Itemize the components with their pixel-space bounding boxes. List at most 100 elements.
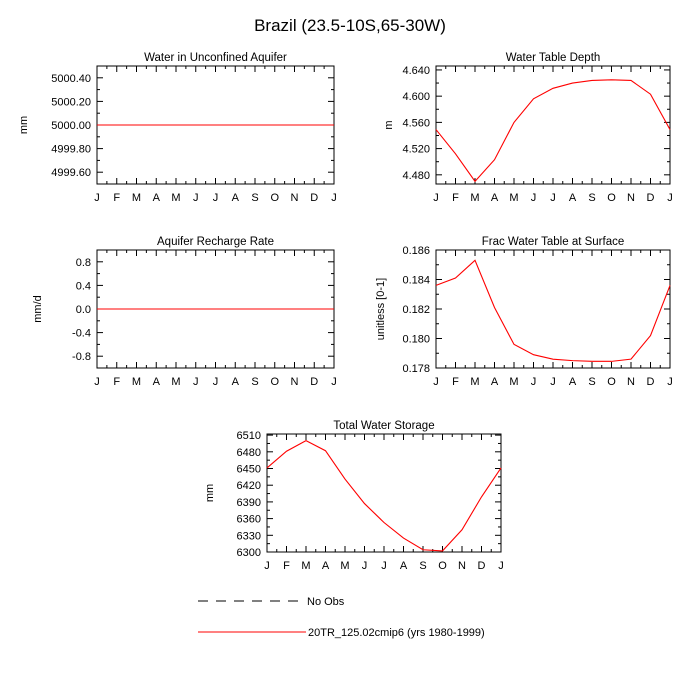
y-tick-label: 0.0 xyxy=(76,304,91,316)
y-tick-label: 0.178 xyxy=(402,363,430,375)
y-tick-label: 0.4 xyxy=(76,280,91,292)
figure-title: Brazil (23.5-10S,65-30W) xyxy=(254,16,446,35)
x-tick-label: D xyxy=(478,560,486,572)
y-tick-label: 6330 xyxy=(237,530,261,542)
x-tick-label: J xyxy=(550,192,556,204)
x-tick-label: A xyxy=(491,376,499,388)
x-tick-label: O xyxy=(270,376,279,388)
y-tick-label: 5000.00 xyxy=(51,120,91,132)
x-tick-label: O xyxy=(607,192,616,204)
series-line xyxy=(266,440,502,552)
x-tick-label: D xyxy=(647,192,655,204)
x-tick-label: M xyxy=(132,192,141,204)
x-tick-label: J xyxy=(531,192,537,204)
y-axis-label: mm xyxy=(204,484,216,502)
y-tick-label: 4.520 xyxy=(402,144,430,156)
x-tick-label: M xyxy=(171,376,180,388)
x-tick-label: A xyxy=(569,376,577,388)
x-tick-label: M xyxy=(171,192,180,204)
y-tick-label: 6480 xyxy=(237,447,261,459)
x-tick-label: J xyxy=(667,376,673,388)
x-tick-label: M xyxy=(132,376,141,388)
y-tick-label: 6390 xyxy=(237,497,261,509)
y-tick-label: 0.186 xyxy=(402,245,430,257)
y-tick-label: 4.640 xyxy=(402,65,430,77)
x-tick-label: J xyxy=(362,560,368,572)
plot-frame xyxy=(266,433,502,553)
x-tick-label: D xyxy=(310,376,318,388)
y-tick-label: 6300 xyxy=(237,547,261,559)
x-tick-label: S xyxy=(251,376,258,388)
x-tick-label: N xyxy=(627,376,635,388)
panel-title: Total Water Storage xyxy=(333,420,434,432)
x-tick-label: J xyxy=(264,560,270,572)
x-tick-label: F xyxy=(452,376,459,388)
x-tick-label: F xyxy=(283,560,290,572)
y-tick-label: 6360 xyxy=(237,514,261,526)
x-tick-label: J xyxy=(498,560,504,572)
x-tick-label: S xyxy=(419,560,426,572)
x-tick-label: O xyxy=(607,376,616,388)
x-tick-label: J xyxy=(331,192,337,204)
y-axis-label: unitless [0-1] xyxy=(375,278,387,340)
x-tick-label: M xyxy=(470,192,479,204)
x-tick-label: N xyxy=(627,192,635,204)
y-tick-label: 0.182 xyxy=(402,304,430,316)
legend-model-label: 20TR_125.02cmip6 (yrs 1980-1999) xyxy=(308,627,485,639)
panel-title: Aquifer Recharge Rate xyxy=(157,236,274,248)
x-tick-label: A xyxy=(153,192,161,204)
x-tick-label: D xyxy=(310,192,318,204)
x-tick-label: J xyxy=(331,376,337,388)
y-tick-label: 4.600 xyxy=(402,91,430,103)
y-axis-label: mm xyxy=(18,116,30,134)
series-line xyxy=(435,79,671,183)
legend: No Obs 20TR_125.02cmip6 (yrs 1980-1999) xyxy=(198,596,485,639)
x-tick-label: J xyxy=(193,376,199,388)
panel-title: Frac Water Table at Surface xyxy=(482,236,625,248)
x-tick-label: J xyxy=(193,192,199,204)
panel-title: Water in Unconfined Aquifer xyxy=(144,52,287,64)
x-tick-label: J xyxy=(433,192,439,204)
y-tick-label: -0.4 xyxy=(72,328,91,340)
x-tick-label: N xyxy=(458,560,466,572)
x-tick-label: A xyxy=(491,192,499,204)
y-tick-label: 0.184 xyxy=(402,275,430,287)
x-tick-label: M xyxy=(340,560,349,572)
x-tick-label: A xyxy=(400,560,408,572)
y-tick-label: 6420 xyxy=(237,480,261,492)
x-tick-label: J xyxy=(213,376,219,388)
x-tick-label: J xyxy=(213,192,219,204)
x-tick-label: D xyxy=(647,376,655,388)
y-axis-label: m xyxy=(383,120,395,129)
x-tick-label: F xyxy=(452,192,459,204)
y-axis-label: mm/d xyxy=(32,295,44,323)
panel-title: Water Table Depth xyxy=(506,52,601,64)
x-tick-label: J xyxy=(433,376,439,388)
x-tick-label: A xyxy=(153,376,161,388)
x-tick-label: J xyxy=(531,376,537,388)
y-tick-label: 5000.20 xyxy=(51,96,91,108)
y-tick-label: 6450 xyxy=(237,464,261,476)
legend-no-obs-label: No Obs xyxy=(307,596,345,608)
x-tick-label: F xyxy=(113,376,120,388)
x-tick-label: O xyxy=(438,560,447,572)
plot-frame xyxy=(435,249,671,369)
x-tick-label: J xyxy=(94,192,100,204)
x-tick-label: J xyxy=(550,376,556,388)
x-tick-label: M xyxy=(509,192,518,204)
x-tick-label: M xyxy=(470,376,479,388)
series-line xyxy=(435,259,671,362)
x-tick-label: M xyxy=(509,376,518,388)
x-tick-label: A xyxy=(322,560,330,572)
x-tick-label: N xyxy=(291,376,299,388)
x-tick-label: J xyxy=(94,376,100,388)
x-tick-label: S xyxy=(251,192,258,204)
x-tick-label: N xyxy=(291,192,299,204)
x-tick-label: A xyxy=(232,192,240,204)
x-tick-label: J xyxy=(667,192,673,204)
